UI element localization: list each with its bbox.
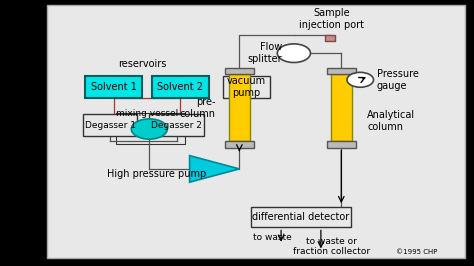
Circle shape [131, 119, 167, 139]
Text: reservoirs: reservoirs [118, 59, 166, 69]
Text: differential detector: differential detector [252, 213, 350, 222]
Text: Flow
splitter: Flow splitter [247, 42, 282, 64]
Bar [85, 76, 142, 98]
Bar [152, 76, 209, 98]
Bar [149, 114, 204, 136]
Bar [83, 114, 137, 136]
Bar [223, 76, 270, 98]
Text: Pressure
gauge: Pressure gauge [377, 69, 419, 91]
Bar [47, 5, 465, 258]
Text: Sample
injection port: Sample injection port [299, 8, 365, 30]
Bar [225, 141, 254, 148]
Polygon shape [190, 156, 239, 182]
Bar [228, 74, 250, 141]
Text: pre-
column: pre- column [180, 97, 216, 119]
Bar [251, 207, 351, 227]
Text: vacuum
pump: vacuum pump [227, 76, 266, 98]
Bar [327, 141, 356, 148]
Text: to waste or
fraction collector: to waste or fraction collector [293, 237, 370, 256]
Text: Degasser 2: Degasser 2 [151, 120, 202, 130]
Text: to waste: to waste [253, 233, 292, 242]
Text: Analytical
column: Analytical column [367, 110, 416, 132]
Text: Solvent 1: Solvent 1 [91, 82, 137, 92]
Text: ©1995 CHP: ©1995 CHP [396, 249, 438, 255]
Text: Solvent 2: Solvent 2 [157, 82, 203, 92]
Text: Degasser 1: Degasser 1 [85, 120, 136, 130]
Text: High pressure pump: High pressure pump [107, 169, 206, 179]
Circle shape [347, 72, 374, 87]
Text: mixing vessel: mixing vessel [116, 109, 178, 118]
Bar [116, 113, 185, 144]
Bar [225, 68, 254, 74]
Bar [331, 74, 352, 141]
Bar [325, 35, 335, 41]
Bar [327, 68, 356, 74]
Circle shape [277, 44, 310, 63]
